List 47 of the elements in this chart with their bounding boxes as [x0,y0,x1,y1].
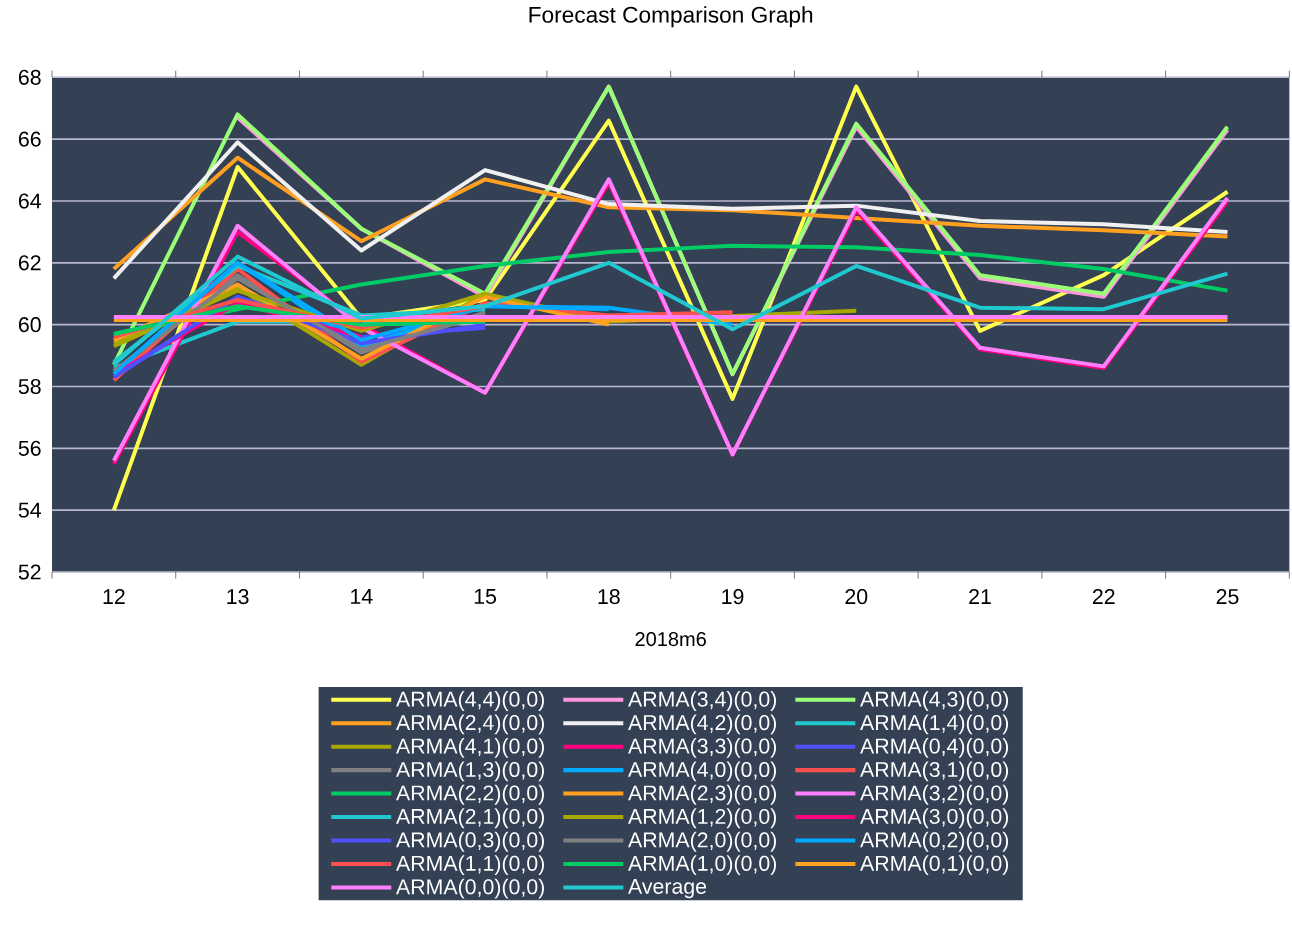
y-tick-label: 56 [18,440,41,457]
legend-label: ARMA(1,0)(0,0) [628,855,776,876]
legend-label: ARMA(1,4)(0,0) [860,714,1009,735]
y-tick-label: 54 [18,502,41,518]
legend-label: ARMA(1,3)(0,0) [396,761,544,782]
legend-label: ARMA(4,4)(0,0) [396,691,544,712]
legend-label: ARMA(2,1)(0,0) [396,808,544,829]
y-tick-label: 66 [18,131,41,147]
legend-label: ARMA(0,2)(0,0) [860,831,1009,852]
x-tick-label: 18 [598,589,620,605]
legend-label: ARMA(3,3)(0,0) [628,738,776,758]
x-tick-label: 13 [227,589,249,605]
x-tick-label: 12 [103,589,125,605]
legend-label: Average [628,879,707,899]
x-tick-label: 25 [1216,589,1239,605]
y-tick-label: 52 [18,564,41,580]
legend-label: ARMA(4,0)(0,0) [628,761,776,782]
legend-label: ARMA(0,1)(0,0) [860,855,1009,876]
y-tick-label: 64 [18,193,41,209]
legend-label: ARMA(2,3)(0,0) [628,785,776,805]
x-tick-label: 19 [722,589,744,605]
x-tick-label: 15 [474,589,497,605]
legend-label: ARMA(3,1)(0,0) [860,761,1009,782]
legend-label: ARMA(0,0)(0,0) [396,878,544,899]
legend-label: ARMA(1,1)(0,0) [396,855,544,876]
legend-label: ARMA(4,1)(0,0) [396,738,544,758]
legend-label: ARMA(4,2)(0,0) [628,714,776,735]
legend-label: ARMA(4,3)(0,0) [860,691,1009,712]
x-tick-label: 21 [969,589,991,605]
chart-title: Forecast Comparison Graph [529,6,813,28]
y-tick-label: 68 [18,69,41,86]
legend-label: ARMA(2,4)(0,0) [396,714,544,735]
y-tick-label: 62 [18,255,41,271]
legend-label: ARMA(3,0)(0,0) [860,808,1009,829]
y-tick-label: 58 [18,379,41,395]
x-tick-label: 14 [351,589,373,604]
legend-label: ARMA(3,2)(0,0) [860,785,1009,805]
legend-label: ARMA(0,4)(0,0) [860,738,1009,758]
legend-label: ARMA(2,0)(0,0) [628,831,776,852]
legend-label: ARMA(1,2)(0,0) [628,808,776,829]
y-tick-label: 60 [18,317,41,333]
x-axis-title: 2018m6 [635,632,706,647]
x-tick-label: 22 [1092,589,1115,605]
x-tick-label: 20 [845,589,868,605]
legend-label: ARMA(3,4)(0,0) [628,691,776,712]
legend-label: ARMA(0,3)(0,0) [396,831,544,852]
legend-label: ARMA(2,2)(0,0) [396,785,544,805]
